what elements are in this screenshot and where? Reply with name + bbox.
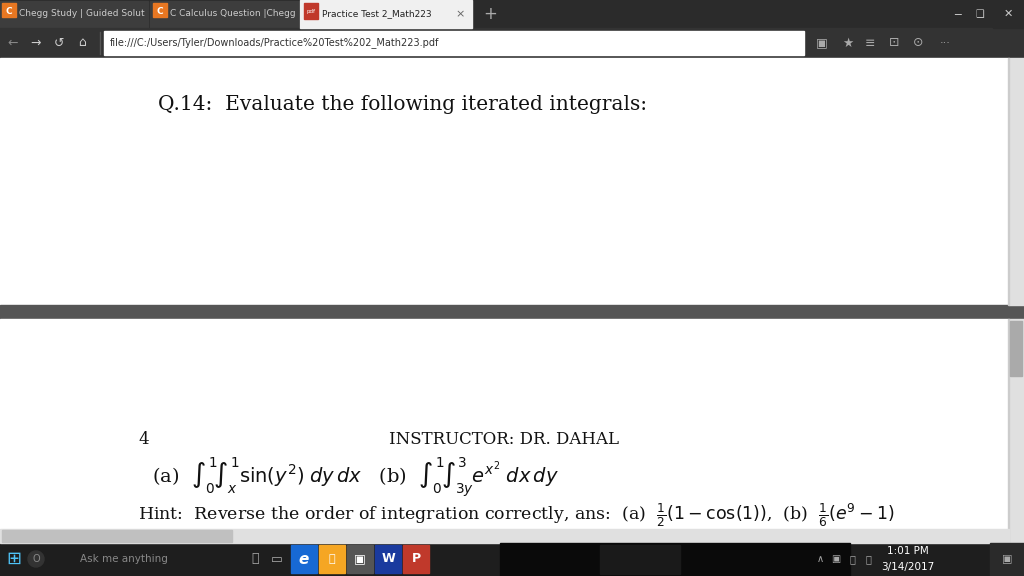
Text: INSTRUCTOR: DR. DAHAL: INSTRUCTOR: DR. DAHAL xyxy=(389,430,618,448)
Text: 📁: 📁 xyxy=(329,554,335,564)
Bar xyxy=(150,1,298,28)
Text: ❑: ❑ xyxy=(976,9,984,19)
Text: ···: ··· xyxy=(940,38,950,48)
Text: →: → xyxy=(31,36,41,50)
Text: Q.14:  Evaluate the following iterated integrals:: Q.14: Evaluate the following iterated in… xyxy=(158,96,647,115)
Bar xyxy=(1009,58,1024,305)
Text: ∧: ∧ xyxy=(816,554,823,564)
Bar xyxy=(993,0,1024,28)
Bar xyxy=(347,545,373,573)
Text: e: e xyxy=(299,551,309,567)
Text: ▣: ▣ xyxy=(354,552,366,566)
Bar xyxy=(0,305,1024,319)
Text: (a)  $\int_0^1\!\int_x^1 \sin(y^2)\;dy\,dx$   (b)  $\int_0^1\!\int_{3y}^3 e^{x^2: (a) $\int_0^1\!\int_x^1 \sin(y^2)\;dy\,d… xyxy=(152,455,559,499)
Bar xyxy=(990,543,1024,576)
Bar xyxy=(104,31,804,55)
Text: C: C xyxy=(157,7,163,16)
Text: ▣: ▣ xyxy=(831,554,841,564)
Bar xyxy=(375,545,401,573)
Bar xyxy=(291,545,317,573)
Text: Ask me anything: Ask me anything xyxy=(80,554,168,564)
Circle shape xyxy=(28,551,44,567)
Text: ▣: ▣ xyxy=(816,36,827,50)
Bar xyxy=(1009,319,1024,543)
Text: ×: × xyxy=(456,9,465,19)
Text: ↺: ↺ xyxy=(53,36,65,50)
Text: ⊞: ⊞ xyxy=(6,550,22,568)
Text: ←: ← xyxy=(8,36,18,50)
Text: ▭: ▭ xyxy=(271,552,283,566)
Text: file:///C:/Users/Tyler/Downloads/Practice%20Test%202_Math223.pdf: file:///C:/Users/Tyler/Downloads/Practic… xyxy=(110,37,439,48)
Text: 📶: 📶 xyxy=(849,554,855,564)
Text: ─: ─ xyxy=(954,9,962,19)
Text: ⊡: ⊡ xyxy=(889,36,899,50)
Bar xyxy=(2,530,232,542)
Bar xyxy=(403,545,429,573)
Bar xyxy=(300,0,472,28)
Bar xyxy=(0,0,1024,28)
Text: O: O xyxy=(32,554,40,564)
Bar xyxy=(0,0,1024,58)
Text: ⌂: ⌂ xyxy=(78,36,86,50)
Text: Hint:  Reverse the order of integration correctly, ans:  (a)  $\frac{1}{2}(1-\co: Hint: Reverse the order of integration c… xyxy=(138,501,895,529)
Bar xyxy=(153,3,167,17)
Text: W: W xyxy=(381,552,395,566)
Bar xyxy=(0,28,1024,58)
Bar xyxy=(0,529,1009,543)
Text: 🎤: 🎤 xyxy=(251,552,259,566)
Bar xyxy=(304,3,318,19)
Bar xyxy=(2,3,16,17)
Bar xyxy=(0,58,1009,305)
Bar xyxy=(0,1,148,28)
Text: Practice Test 2_Math223: Practice Test 2_Math223 xyxy=(322,9,432,18)
Text: Chegg Study | Guided Solut: Chegg Study | Guided Solut xyxy=(19,9,144,18)
Text: +: + xyxy=(483,5,497,23)
Text: ▣: ▣ xyxy=(1001,554,1013,564)
Bar xyxy=(600,545,680,574)
Text: ≡: ≡ xyxy=(864,36,876,50)
Bar xyxy=(1010,321,1022,376)
Text: 3/14/2017: 3/14/2017 xyxy=(882,562,935,572)
Text: 🔊: 🔊 xyxy=(865,554,871,564)
Bar xyxy=(319,545,345,573)
Text: pdf: pdf xyxy=(306,9,315,14)
Text: ★: ★ xyxy=(843,36,854,50)
Text: 1:01 PM: 1:01 PM xyxy=(887,546,929,556)
Text: ⊙: ⊙ xyxy=(912,36,924,50)
Bar xyxy=(500,543,850,576)
Text: ✕: ✕ xyxy=(1004,9,1013,19)
Text: P: P xyxy=(412,552,421,566)
Text: C Calculus Question |Chegg: C Calculus Question |Chegg xyxy=(170,9,296,18)
Text: C: C xyxy=(6,7,12,16)
Bar xyxy=(0,543,1024,576)
Text: 4: 4 xyxy=(138,430,148,448)
Bar xyxy=(0,319,1009,543)
